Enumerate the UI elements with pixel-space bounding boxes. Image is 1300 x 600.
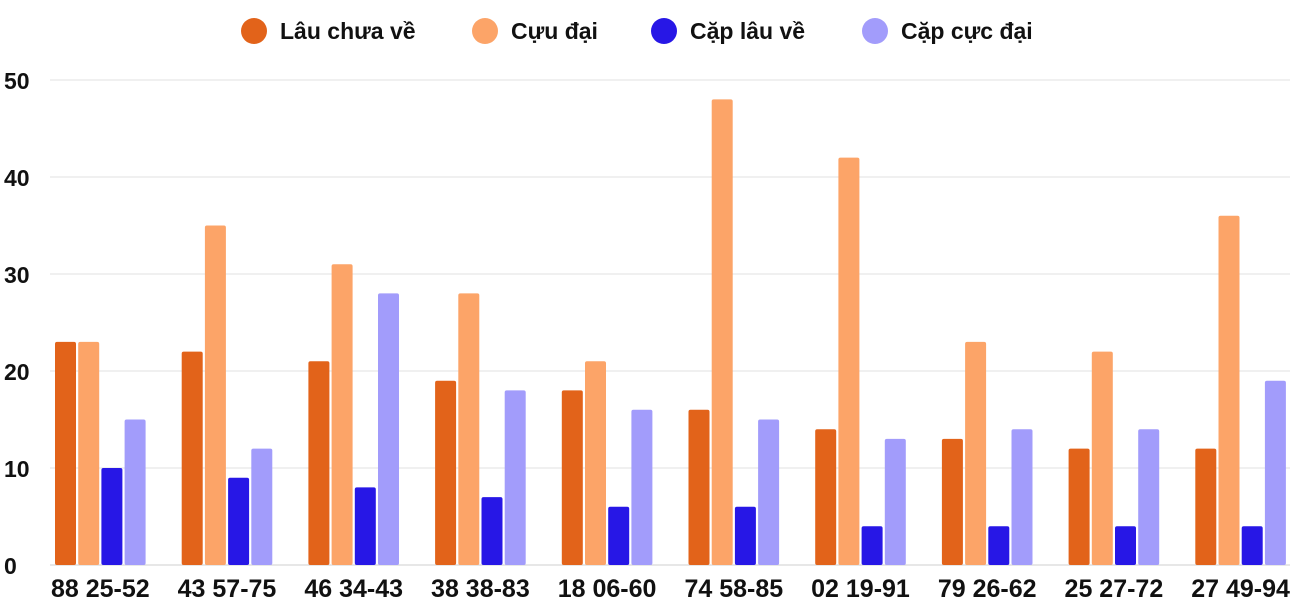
bar-0-0[interactable] bbox=[55, 341, 76, 565]
legend-label-3[interactable]: Cặp cực đại bbox=[901, 18, 1033, 44]
bar-3-8[interactable] bbox=[1138, 429, 1160, 565]
y-tick-label: 50 bbox=[4, 68, 30, 94]
bar-1-2[interactable] bbox=[331, 264, 353, 565]
bar-3-2[interactable] bbox=[378, 293, 399, 565]
x-category-label: 38 38-83 bbox=[431, 575, 530, 600]
legend-label-2[interactable]: Cặp lâu về bbox=[690, 18, 805, 44]
x-category-label: 43 57-75 bbox=[178, 575, 277, 600]
legend: Lâu chưa về Cựu đại Cặp lâu về Cặp cực đại bbox=[241, 18, 1033, 44]
bar-2-0[interactable] bbox=[101, 468, 123, 565]
y-axis-ticks: 0 10 20 30 40 50 bbox=[4, 68, 30, 579]
bar-2-4[interactable] bbox=[608, 506, 630, 565]
bar-2-9[interactable] bbox=[1241, 526, 1263, 565]
legend-swatch-0 bbox=[241, 18, 267, 44]
y-tick-label: 30 bbox=[4, 262, 30, 288]
y-tick-label: 20 bbox=[4, 359, 30, 385]
bar-1-8[interactable] bbox=[1091, 351, 1113, 565]
bar-3-4[interactable] bbox=[631, 409, 653, 565]
legend-label-1[interactable]: Cựu đại bbox=[511, 18, 598, 44]
bar-2-5[interactable] bbox=[734, 506, 756, 565]
y-tick-label: 10 bbox=[4, 456, 30, 482]
bar-1-5[interactable] bbox=[711, 99, 733, 566]
bar-0-2[interactable] bbox=[308, 361, 330, 565]
bar-1-1[interactable] bbox=[204, 225, 226, 566]
bar-2-2[interactable] bbox=[354, 487, 376, 565]
x-category-label: 02 19-91 bbox=[811, 575, 910, 600]
bar-1-9[interactable] bbox=[1218, 215, 1240, 566]
bar-2-1[interactable] bbox=[228, 477, 250, 565]
bar-3-6[interactable] bbox=[884, 438, 906, 565]
bar-1-4[interactable] bbox=[585, 361, 606, 565]
bar-1-0[interactable] bbox=[78, 341, 100, 565]
legend-swatch-1 bbox=[472, 18, 498, 44]
y-tick-label: 0 bbox=[4, 553, 17, 579]
x-category-label: 18 06-60 bbox=[558, 575, 657, 600]
bar-1-7[interactable] bbox=[965, 341, 987, 565]
x-category-label: 46 34-43 bbox=[304, 575, 403, 600]
bar-2-3[interactable] bbox=[481, 497, 503, 565]
legend-label-0[interactable]: Lâu chưa về bbox=[280, 18, 416, 44]
bar-0-6[interactable] bbox=[815, 429, 837, 565]
bar-0-1[interactable] bbox=[181, 351, 203, 565]
bar-0-4[interactable] bbox=[561, 390, 583, 565]
bar-3-0[interactable] bbox=[124, 419, 146, 566]
bar-0-8[interactable] bbox=[1068, 448, 1090, 565]
bar-2-6[interactable] bbox=[861, 526, 883, 565]
x-category-label: 88 25-52 bbox=[51, 575, 150, 600]
bar-2-8[interactable] bbox=[1115, 526, 1136, 565]
x-axis-categories: 88 25-52 43 57-75 46 34-43 38 38-83 18 06-60… bbox=[51, 575, 1290, 600]
legend-swatch-3 bbox=[862, 18, 888, 44]
bar-3-5[interactable] bbox=[758, 419, 780, 566]
x-category-label: 74 58-85 bbox=[684, 575, 783, 600]
x-category-label: 79 26-62 bbox=[938, 575, 1037, 600]
y-tick-label: 40 bbox=[4, 165, 30, 191]
x-category-label: 27 49-94 bbox=[1191, 575, 1290, 600]
legend-swatch-2 bbox=[651, 18, 677, 44]
x-category-label: 25 27-72 bbox=[1065, 575, 1164, 600]
bar-3-3[interactable] bbox=[504, 390, 526, 565]
bar-0-7[interactable] bbox=[941, 438, 963, 565]
bar-0-3[interactable] bbox=[435, 380, 457, 565]
bar-0-5[interactable] bbox=[688, 409, 710, 565]
bars bbox=[55, 99, 1286, 566]
bar-3-1[interactable] bbox=[251, 448, 273, 565]
bar-1-6[interactable] bbox=[838, 157, 860, 565]
bar-2-7[interactable] bbox=[988, 526, 1010, 565]
bar-3-7[interactable] bbox=[1011, 429, 1033, 565]
bar-1-3[interactable] bbox=[458, 293, 480, 565]
bar-3-9[interactable] bbox=[1264, 380, 1286, 565]
bar-0-9[interactable] bbox=[1195, 448, 1217, 565]
